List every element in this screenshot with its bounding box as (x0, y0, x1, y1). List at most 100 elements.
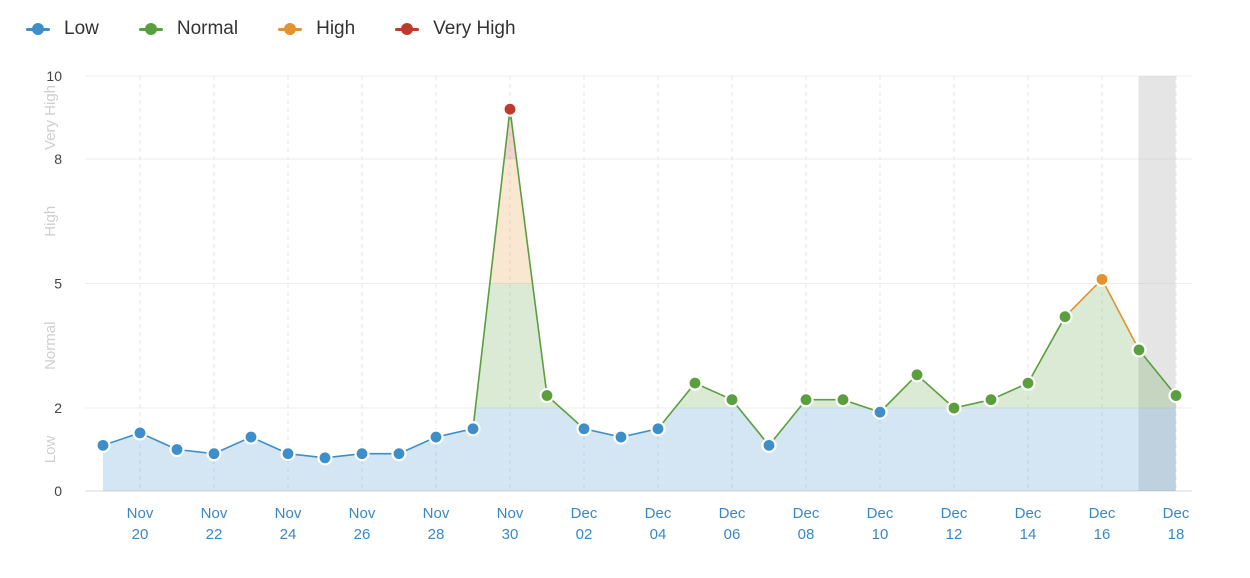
very-high-series-marker-icon (395, 22, 420, 36)
high-series-marker-icon (278, 22, 303, 36)
x-tick-label-day: 24 (280, 526, 297, 543)
x-tick-label-day: 18 (1168, 526, 1185, 543)
data-point (243, 429, 259, 445)
highlighted-period (1138, 76, 1176, 491)
series-line-segment (1027, 316, 1066, 384)
y-tick-label: 2 (54, 400, 62, 416)
area-fill-low (103, 408, 1176, 491)
x-tick-label-month: Nov (127, 505, 154, 522)
data-point (1094, 271, 1110, 287)
data-point (132, 425, 148, 441)
legend-label-high: High (316, 18, 356, 39)
legend-item-high[interactable]: High (278, 18, 355, 40)
legend-label-normal: Normal (176, 18, 239, 39)
data-point (1057, 309, 1073, 325)
low-series-marker-icon (26, 22, 50, 36)
band-label-low: Low (42, 436, 59, 464)
data-point (169, 441, 185, 458)
data-point (1131, 342, 1147, 358)
data-point (724, 392, 740, 408)
x-tick-label-day: 26 (354, 526, 371, 543)
data-point (835, 392, 851, 408)
x-tick-label-day: 14 (1020, 526, 1037, 543)
data-point (280, 446, 296, 462)
data-point (317, 450, 333, 466)
legend-label-very-high: Very High (433, 18, 516, 39)
x-tick-label-month: Nov (275, 505, 302, 522)
series-line-segment (657, 382, 696, 430)
data-point (576, 421, 592, 437)
x-tick-label-month: Nov (201, 505, 228, 522)
x-tick-label-month: Nov (349, 505, 376, 522)
chart-legend: Low Normal High Very High (26, 18, 556, 40)
x-tick-label-day: 28 (428, 526, 445, 543)
series-line-segment (1064, 278, 1103, 318)
x-tick-label-day: 02 (576, 526, 593, 543)
x-tick-label-day: 06 (724, 526, 741, 543)
x-tick-label-month: Dec (571, 505, 598, 522)
x-tick-label-day: 04 (650, 526, 667, 543)
y-tick-label: 8 (54, 151, 62, 167)
data-point (391, 446, 407, 462)
data-point (539, 387, 555, 404)
x-tick-label-month: Dec (719, 505, 746, 522)
legend-dot (284, 23, 297, 35)
series-line-segment (731, 399, 770, 446)
series-line-segment (879, 374, 918, 413)
data-point (872, 404, 888, 420)
legend-item-normal[interactable]: Normal (138, 18, 239, 40)
x-tick-label-day: 10 (872, 526, 889, 543)
data-point (909, 367, 925, 383)
legend-dot (144, 23, 157, 35)
data-point (946, 400, 962, 416)
x-tick-label-month: Dec (645, 505, 672, 522)
area-fill-very-high (103, 109, 1176, 159)
y-tick-label: 0 (54, 483, 62, 499)
data-point (650, 421, 666, 437)
series-line-segment (768, 399, 807, 446)
x-tick-label-day: 16 (1094, 526, 1111, 543)
y-tick-label: 10 (46, 68, 62, 84)
x-tick-label-month: Dec (1163, 505, 1190, 522)
series-line-segment (509, 109, 548, 396)
data-point (465, 421, 481, 437)
series-line-segment (472, 109, 511, 429)
data-point (1168, 387, 1184, 404)
x-tick-label-month: Nov (497, 505, 524, 522)
series-line-segment (916, 374, 955, 409)
band-label-very-high: Very High (42, 85, 59, 150)
x-tick-label-month: Nov (423, 505, 450, 522)
x-tick-label-month: Dec (793, 505, 820, 522)
x-tick-label-day: 08 (798, 526, 815, 543)
legend-label-low: Low (64, 18, 99, 39)
data-point (354, 446, 370, 462)
y-tick-label: 5 (54, 276, 62, 292)
x-tick-label-day: 12 (946, 526, 963, 543)
data-point (206, 446, 222, 462)
normal-series-marker-icon (138, 22, 163, 36)
legend-dot (32, 23, 44, 35)
data-point (613, 429, 629, 445)
x-tick-label-day: 30 (502, 526, 519, 543)
data-point (761, 437, 777, 453)
band-label-normal: Normal (42, 322, 59, 370)
x-tick-label-month: Dec (867, 505, 894, 522)
data-point (687, 375, 703, 391)
x-tick-label-month: Dec (941, 505, 968, 522)
legend-item-very-high[interactable]: Very High (395, 18, 516, 40)
data-point (95, 437, 111, 453)
data-point (983, 392, 999, 408)
legend-item-low[interactable]: Low (26, 18, 99, 40)
series-line-segment (1138, 349, 1177, 397)
legend-dot (401, 23, 414, 35)
data-point (428, 429, 444, 445)
data-point (798, 392, 814, 408)
x-tick-label-month: Dec (1015, 505, 1042, 522)
series-line-segment (546, 394, 585, 430)
x-tick-label-day: 20 (132, 526, 149, 543)
band-label-high: High (42, 206, 59, 237)
x-tick-label-month: Dec (1089, 505, 1116, 522)
series-line-segment (1101, 278, 1140, 351)
data-point (1020, 375, 1036, 391)
